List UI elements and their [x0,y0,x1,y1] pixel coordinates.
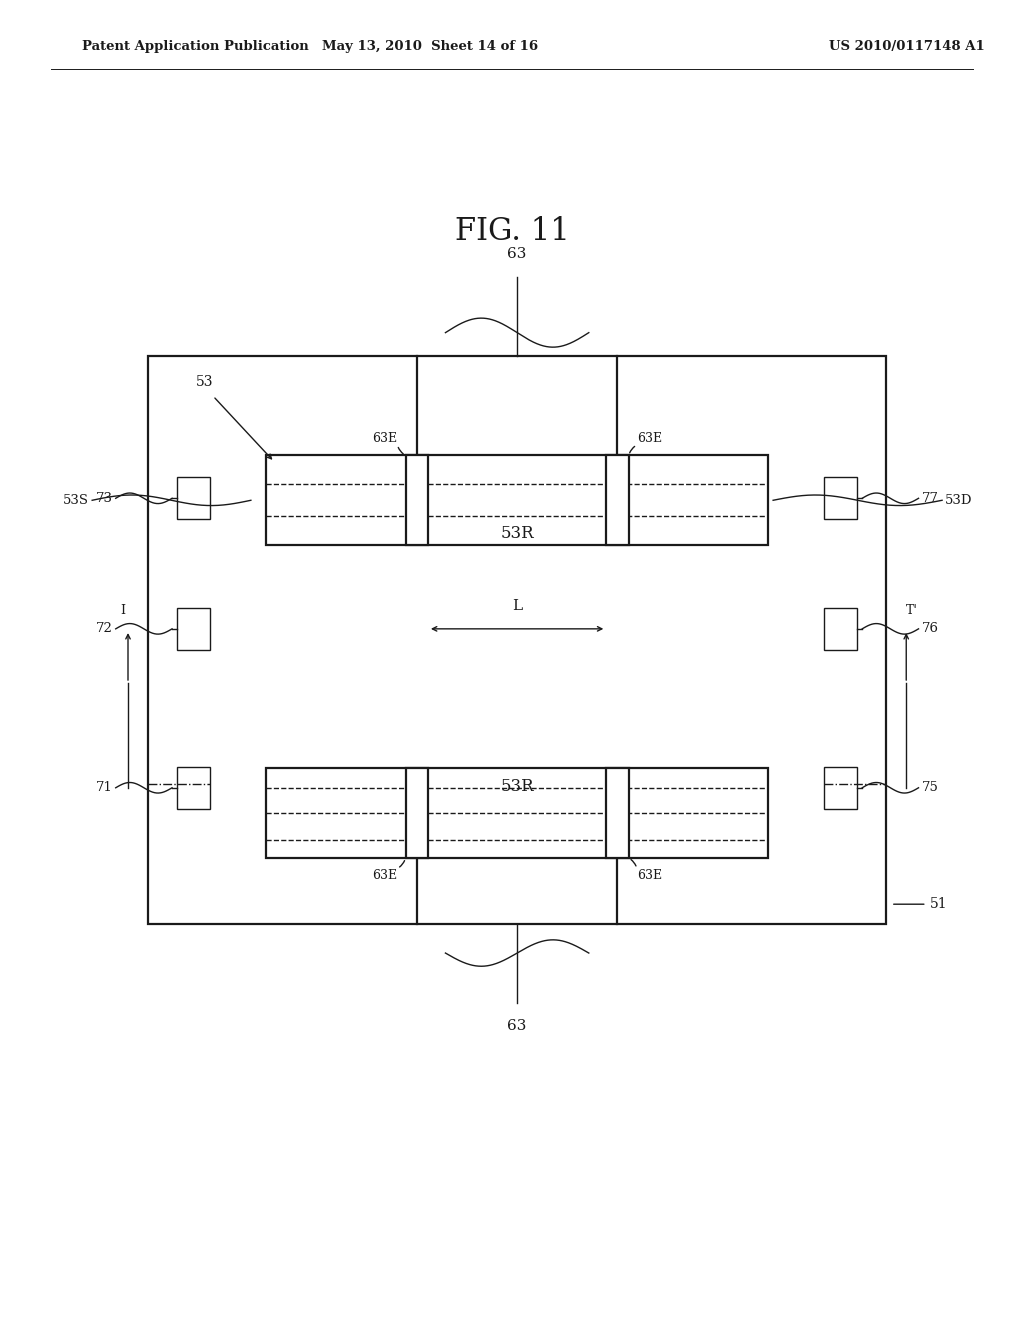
Text: 63E: 63E [372,869,397,882]
Text: 53S: 53S [63,494,89,507]
Text: FIG. 11: FIG. 11 [455,215,569,247]
Text: I: I [121,605,125,616]
Text: 53R: 53R [501,525,534,541]
Bar [148,356,886,924]
Bar [824,477,857,519]
Bar [606,768,629,858]
Text: 75: 75 [922,781,938,795]
Text: 63E: 63E [372,432,397,445]
Text: 63: 63 [508,247,526,261]
Text: 63: 63 [508,1019,526,1034]
Text: 53D: 53D [945,494,973,507]
Bar [406,768,428,858]
Text: 63E: 63E [637,869,663,882]
Text: T': T' [905,605,918,616]
Text: May 13, 2010  Sheet 14 of 16: May 13, 2010 Sheet 14 of 16 [322,40,539,53]
Text: US 2010/0117148 A1: US 2010/0117148 A1 [829,40,985,53]
Bar [824,607,857,649]
Bar [266,768,768,858]
Bar [406,455,428,545]
Bar [177,767,210,809]
Text: 53: 53 [196,375,214,389]
Text: 71: 71 [96,781,113,795]
Text: Patent Application Publication: Patent Application Publication [82,40,308,53]
Bar [606,455,629,545]
Text: 53R: 53R [501,779,534,795]
Text: 72: 72 [96,622,113,635]
Text: 73: 73 [95,492,113,504]
Text: 76: 76 [922,622,939,635]
Text: 51: 51 [930,898,947,911]
Bar [177,477,210,519]
Text: 77: 77 [922,492,939,504]
Bar [177,607,210,649]
Text: L: L [512,599,522,612]
Bar [824,767,857,809]
Bar [266,455,768,545]
Text: 63E: 63E [637,432,663,445]
